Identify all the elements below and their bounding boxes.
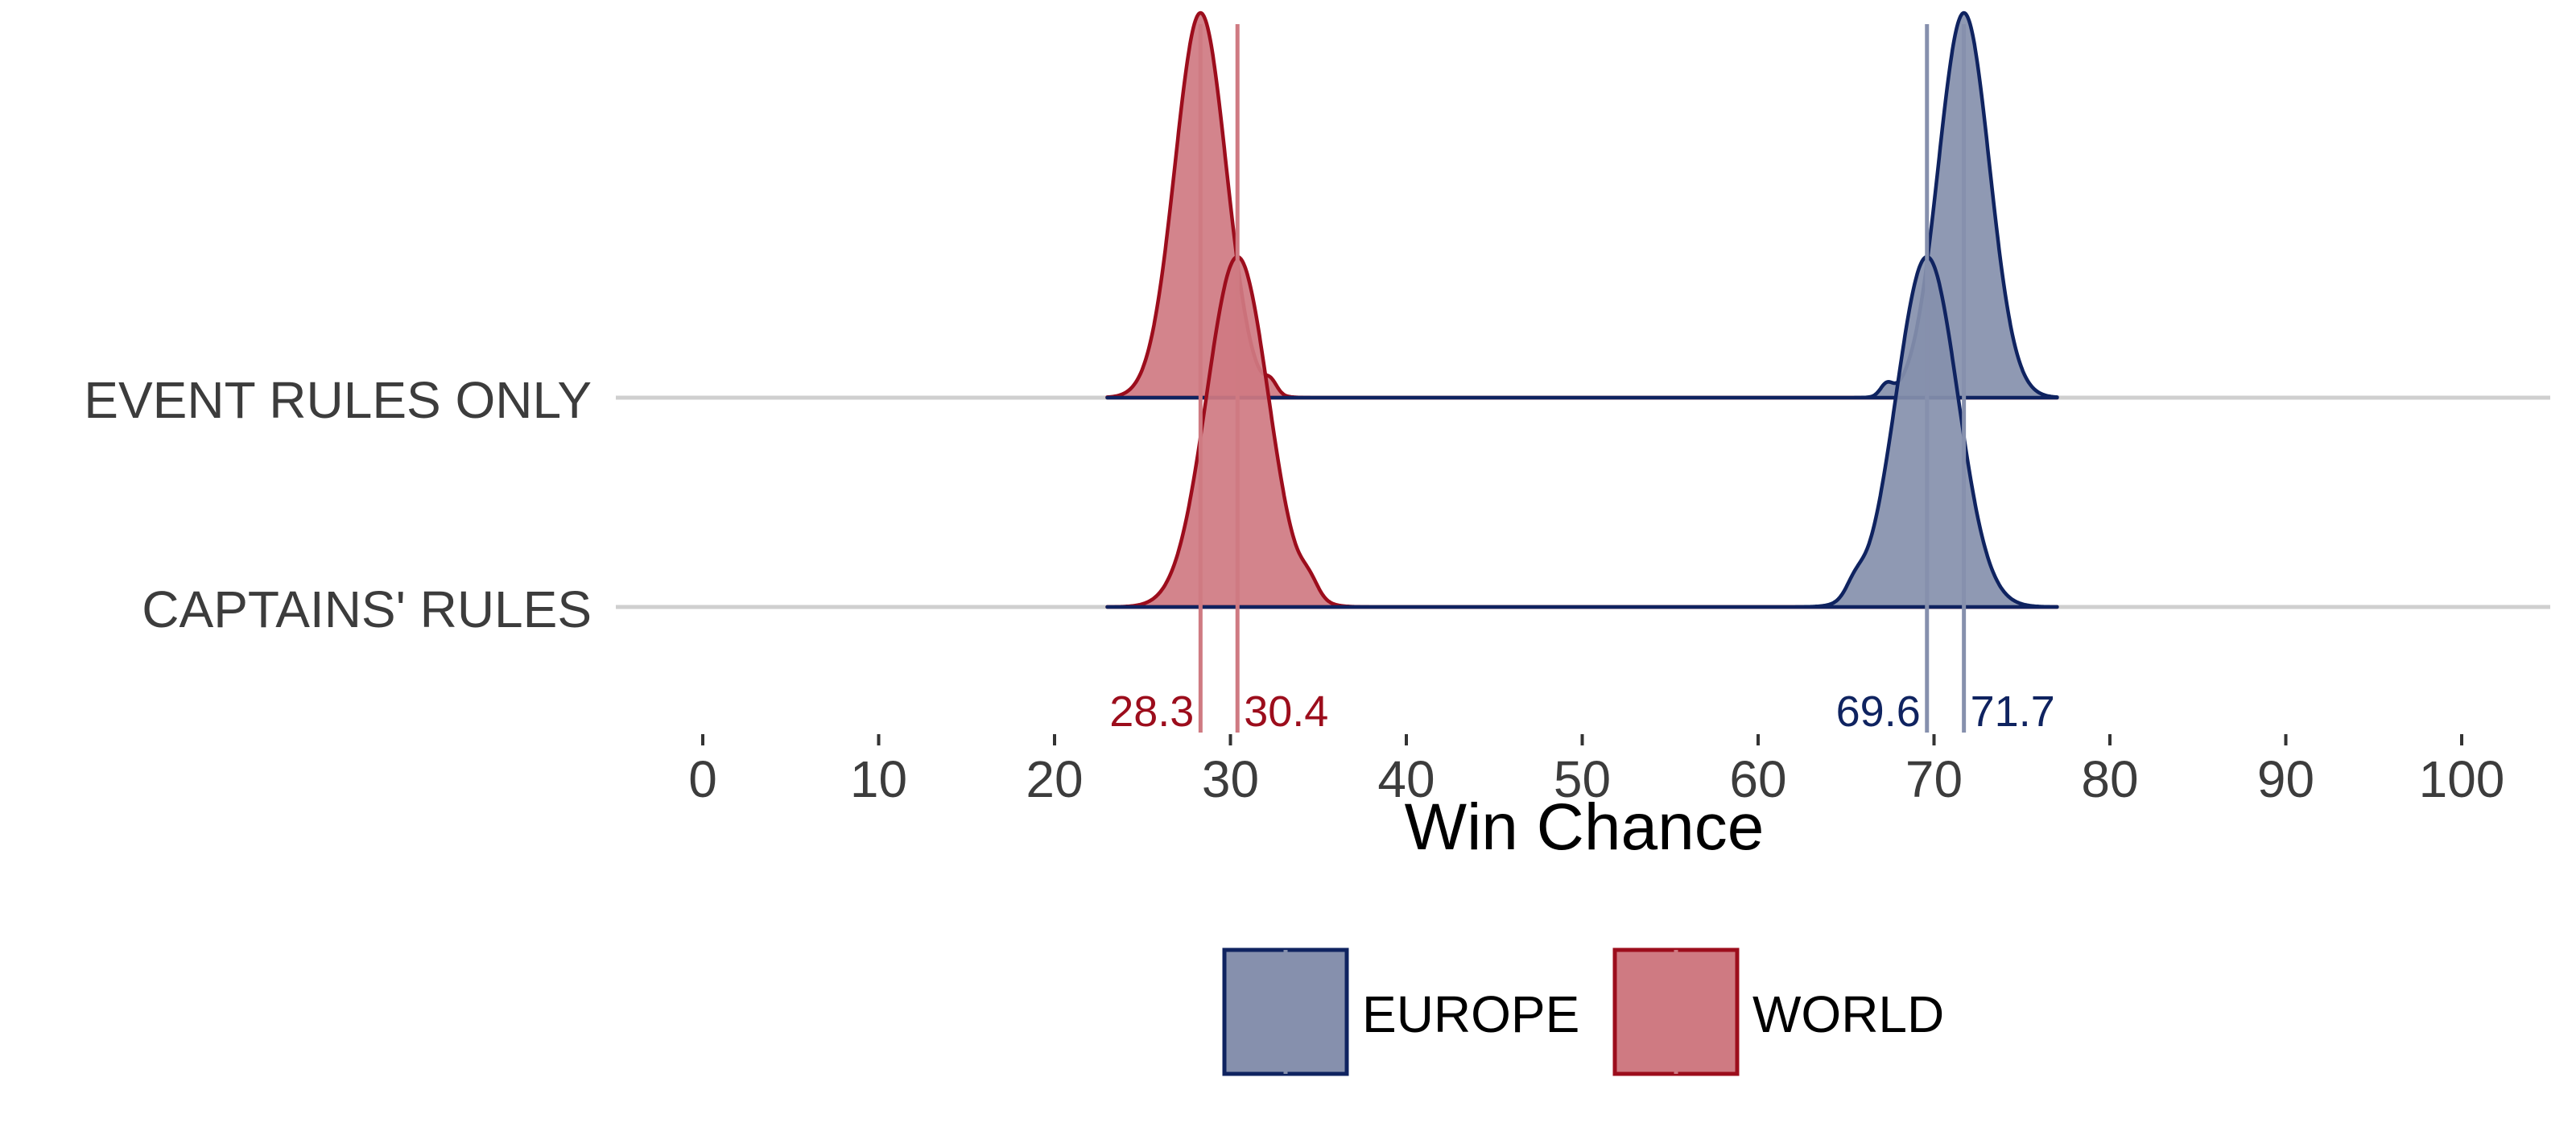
median-lines [1198,24,1967,733]
x-tick-label: 0 [688,750,717,808]
row-label: CAPTAINS' RULES [142,580,592,638]
x-tick-label: 70 [1905,750,1963,808]
x-tick-label: 10 [850,750,907,808]
x-tick-label: 100 [2419,750,2505,808]
x-tick-label: 40 [1377,750,1435,808]
x-tick-label: 90 [2257,750,2314,808]
x-axis: 0 10 20 30 40 50 60 70 80 90 100 [688,734,2504,808]
legend: EUROPE WORLD [1222,947,1944,1076]
row-labels: EVENT RULES ONLY CAPTAINS' RULES [84,371,592,638]
median-label-europe: 71.7 [1971,687,2055,736]
median-label-world: 30.4 [1244,687,1328,736]
row-label: EVENT RULES ONLY [84,371,592,429]
x-tick-label: 30 [1202,750,1259,808]
legend-label: WORLD [1752,985,1944,1043]
legend-item-world: WORLD [1612,947,1944,1076]
legend-label: EUROPE [1362,985,1579,1043]
median-label-europe: 69.6 [1836,687,1921,736]
x-axis-title: Win Chance [1405,791,1765,864]
row-baselines [616,395,2550,609]
x-tick-label: 50 [1554,750,1611,808]
median-label-world: 28.3 [1109,687,1194,736]
density-curves [1105,10,2059,609]
legend-item-europe: EUROPE [1222,947,1579,1076]
x-tick-label: 20 [1026,750,1083,808]
x-tick-label: 60 [1729,750,1786,808]
x-tick-label: 80 [2081,750,2138,808]
median-labels: 28.3 30.4 69.6 71.7 [1109,687,2055,736]
